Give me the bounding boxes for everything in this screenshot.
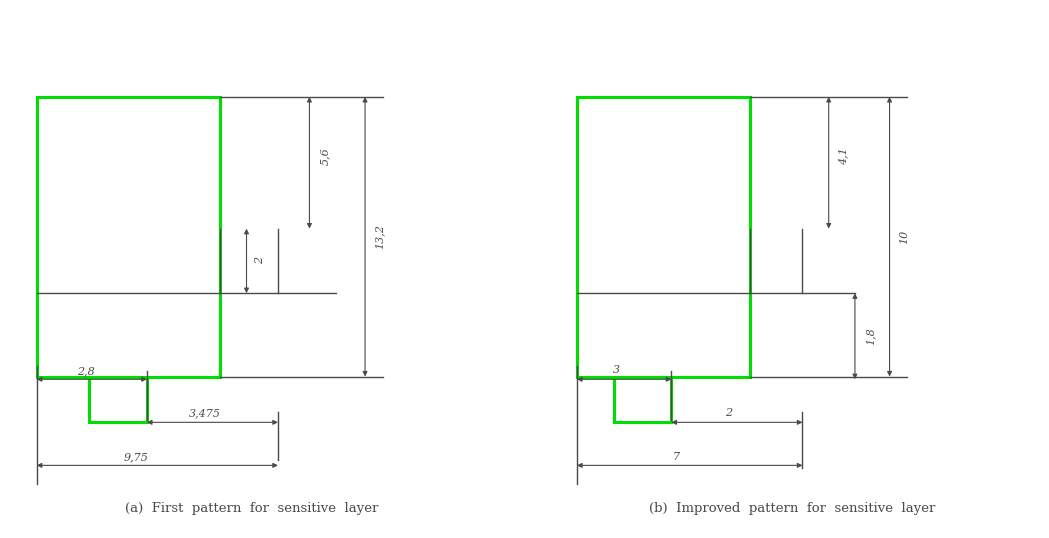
Bar xyxy=(89,377,147,422)
Bar xyxy=(614,377,671,422)
Text: 1,8: 1,8 xyxy=(865,328,876,345)
Text: (b)  Improved  pattern  for  sensitive  layer: (b) Improved pattern for sensitive layer xyxy=(649,502,935,515)
Bar xyxy=(577,97,750,377)
Text: 3,475: 3,475 xyxy=(189,408,220,418)
Text: 4,1: 4,1 xyxy=(838,147,849,165)
Text: 10: 10 xyxy=(899,230,909,244)
Text: 2: 2 xyxy=(726,408,732,418)
Bar xyxy=(37,97,220,377)
Text: 7: 7 xyxy=(673,452,680,462)
Text: (a)  First  pattern  for  sensitive  layer: (a) First pattern for sensitive layer xyxy=(125,502,379,515)
Text: 13,2: 13,2 xyxy=(374,224,385,249)
Text: 2,8: 2,8 xyxy=(78,366,94,376)
Text: 3: 3 xyxy=(614,365,620,375)
Text: 5,6: 5,6 xyxy=(320,147,330,165)
Text: 2: 2 xyxy=(255,257,265,265)
Text: 9,75: 9,75 xyxy=(124,452,149,462)
